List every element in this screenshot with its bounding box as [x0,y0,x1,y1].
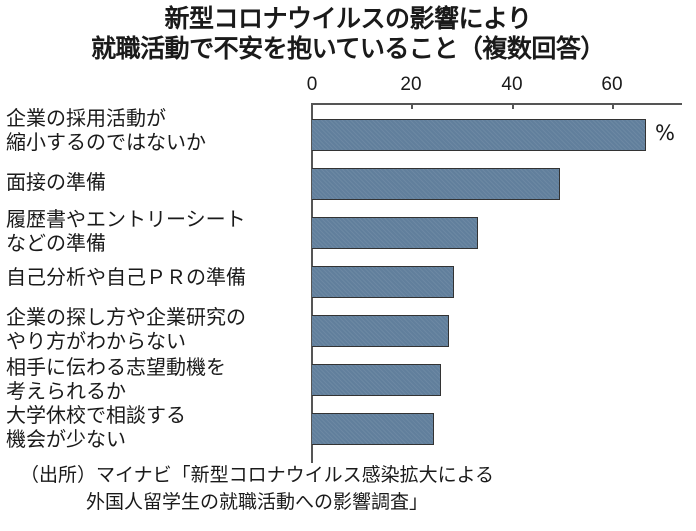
x-axis-tick-label-20: 20 [400,74,422,95]
source-note-line-2: 外国人留学生の就職活動への影響調査」 [86,491,429,513]
chart-title-line-1: 新型コロナウイルスの影響により [164,4,532,33]
bar [312,413,434,445]
bar [312,364,441,396]
category-label: 履歴書やエントリーシート などの準備 [6,207,246,255]
bar [312,119,646,151]
x-axis-tick-label-0: 0 [306,74,318,95]
bar [312,217,478,249]
x-axis-tick [411,103,413,109]
x-axis-tick-label-60: 60 [601,74,623,95]
category-label: 企業の採用活動が 縮小するのではないか [6,106,206,154]
unit-label: % [655,121,675,145]
category-label: 面接の準備 [6,170,106,194]
bar [312,168,560,200]
bar [312,315,449,347]
source-note-line-1: （出所）マイナビ「新型コロナウイルス感染拡大による [20,464,495,486]
category-label: 自己分析や自己ＰＲの準備 [6,265,246,289]
y-axis-line [311,103,313,463]
chart-title-line-2: 就職活動で不安を抱いていること（複数回答） [91,34,605,63]
x-axis-tick [512,103,514,109]
x-axis-tick [612,103,614,109]
x-axis-tick-label-40: 40 [501,74,523,95]
category-label: 企業の探し方や企業研究の やり方がわからない [6,305,246,353]
category-label: 相手に伝わる志望動機を 考えられるか [6,355,226,403]
bar [312,266,454,298]
x-axis-line [311,103,682,105]
category-label: 大学休校で相談する 機会が少ない [6,403,186,451]
